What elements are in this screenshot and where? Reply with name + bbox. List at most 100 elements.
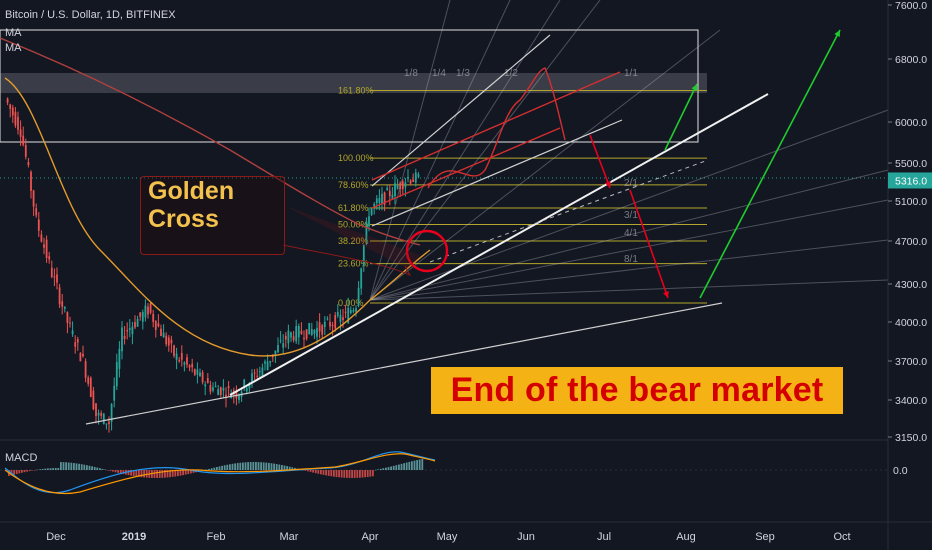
macd-histogram-bar xyxy=(400,463,403,470)
macd-histogram-bar xyxy=(411,461,413,470)
candle-body xyxy=(165,335,168,345)
macd-histogram-bar xyxy=(106,470,109,471)
macd-histogram-bar xyxy=(57,468,60,470)
indicator-ma-2[interactable]: MA xyxy=(5,42,22,54)
macd-histogram-bar xyxy=(122,470,125,475)
macd-histogram-bar xyxy=(281,465,283,470)
signal-line xyxy=(4,453,436,495)
macd-histogram-bar xyxy=(408,461,411,470)
candle-body xyxy=(394,183,396,197)
green-arrow-2 xyxy=(699,29,841,299)
macd-histogram-bar xyxy=(18,470,21,474)
macd-histogram-bar xyxy=(21,470,23,473)
macd-histogram-bar xyxy=(91,466,93,470)
candle-body xyxy=(134,322,136,328)
candle-body xyxy=(279,340,282,342)
macd-histogram-bar xyxy=(353,470,356,478)
y-tick-label: 6000.0 xyxy=(895,117,927,129)
candle-body xyxy=(14,111,17,126)
macd-histogram-bar xyxy=(283,465,286,470)
candle-body xyxy=(344,311,347,313)
macd-histogram-bar xyxy=(78,463,80,470)
macd-histogram-bar xyxy=(109,470,112,471)
candle-body xyxy=(6,98,9,103)
candle-body xyxy=(300,330,303,334)
last-price-tag xyxy=(888,172,932,189)
macd-line xyxy=(4,451,436,494)
macd-histogram-bar xyxy=(327,470,330,476)
macd-histogram-bar xyxy=(239,462,242,470)
macd-histogram-bar xyxy=(52,468,54,470)
fan-label: 2/1 xyxy=(624,178,638,189)
candle-body xyxy=(284,335,287,340)
candle-body xyxy=(30,171,32,191)
red-arrow-1 xyxy=(589,134,611,189)
macd-histogram-bar xyxy=(221,465,223,470)
macd-histogram-bar xyxy=(169,470,171,478)
y-tick-label: 5100.0 xyxy=(895,196,927,208)
candle-body xyxy=(401,181,404,190)
fib-label: 100.00% xyxy=(338,153,374,163)
macd-histogram-bar xyxy=(236,463,239,470)
candle-body xyxy=(58,287,61,305)
macd-histogram-bar xyxy=(242,462,244,470)
macd-histogram-bar xyxy=(294,467,296,470)
candle-body xyxy=(334,315,337,329)
candle-body xyxy=(206,378,209,384)
macd-histogram-bar xyxy=(213,467,216,470)
macd-histogram-bar xyxy=(278,464,281,470)
macd-histogram-bar xyxy=(260,462,262,470)
fib-label: 23.60% xyxy=(338,259,369,269)
macd-histogram-bar xyxy=(338,470,340,478)
candle-body xyxy=(95,403,97,417)
moving-averages xyxy=(0,37,431,357)
macd-histogram-bar xyxy=(44,468,47,470)
macd-histogram-bar xyxy=(223,465,226,470)
macd-histogram-bar xyxy=(47,468,49,470)
fan-label: 1/3 xyxy=(456,68,470,79)
candlestick-series xyxy=(6,97,420,433)
callout-pointer xyxy=(283,205,420,270)
candle-body xyxy=(243,379,246,388)
macd-histogram-bar xyxy=(335,470,338,478)
indicator-ma-1[interactable]: MA xyxy=(5,27,22,39)
macd-histogram-bar xyxy=(301,469,304,471)
candle-body xyxy=(32,190,35,207)
macd-histogram-bar xyxy=(247,462,249,470)
fib-label: 61.80% xyxy=(338,203,369,213)
macd-histogram-bar xyxy=(174,470,177,477)
long-support-trendline xyxy=(85,302,723,425)
candle-body xyxy=(48,256,51,260)
golden-cross-callout: Golden Cross xyxy=(140,176,285,255)
candle-body xyxy=(269,360,272,363)
candle-body xyxy=(219,387,222,396)
macd-histogram-bar xyxy=(374,469,377,471)
candle-body xyxy=(238,394,240,401)
candle-body xyxy=(40,234,43,242)
macd-histogram-bar xyxy=(132,470,135,477)
candle-body xyxy=(316,328,318,337)
candle-body xyxy=(188,365,191,368)
candle-body xyxy=(383,192,386,205)
macd-histogram-bar xyxy=(369,470,372,477)
candle-body xyxy=(56,274,58,283)
candle-body xyxy=(336,312,339,316)
candle-body xyxy=(386,187,389,191)
candle-body xyxy=(407,177,409,179)
macd-label[interactable]: MACD xyxy=(5,452,38,464)
candle-body xyxy=(147,306,149,315)
candle-body xyxy=(105,423,108,425)
macd-histogram-bar xyxy=(385,467,387,470)
candle-body xyxy=(76,339,79,343)
candle-body xyxy=(191,363,194,368)
candle-body xyxy=(222,387,225,391)
macd-histogram-bar xyxy=(39,469,41,470)
macd-histogram-bar xyxy=(177,470,179,477)
candle-body xyxy=(123,335,126,339)
candle-body xyxy=(365,221,368,241)
candle-body xyxy=(331,325,334,327)
candle-body xyxy=(170,339,173,344)
macd-histogram-bar xyxy=(26,470,28,472)
candle-body xyxy=(391,194,394,199)
